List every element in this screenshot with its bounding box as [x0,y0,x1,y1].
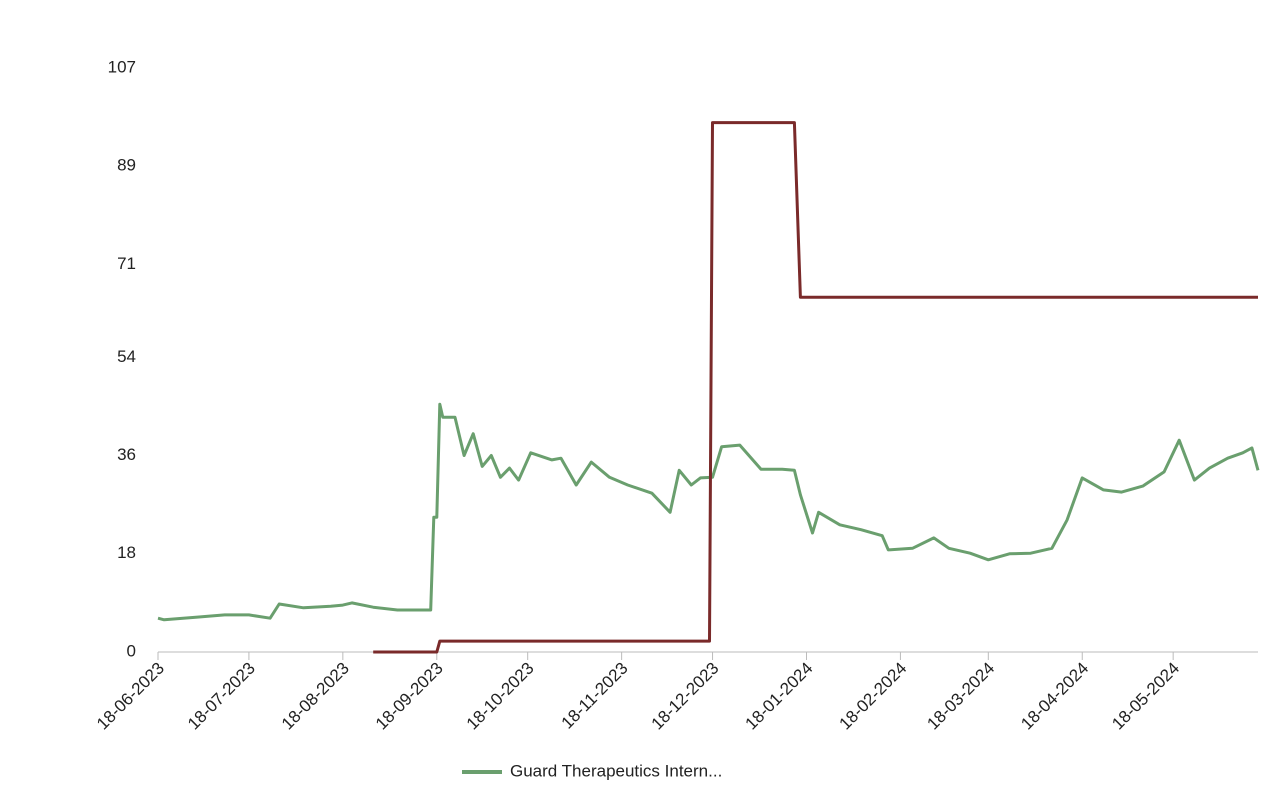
x-tick-label: 18-01-2024 [742,659,817,734]
series-line [157,402,1260,622]
y-tick-label: 89 [117,156,136,175]
x-tick-label: 18-05-2024 [1108,659,1183,734]
x-tick-label: 18-08-2023 [278,659,353,734]
y-tick-label: 36 [117,445,136,464]
x-tick-label: 18-10-2023 [463,659,538,734]
y-tick-label: 71 [117,254,136,273]
y-tick-label: 0 [127,641,136,660]
x-tick-label: 18-06-2023 [93,659,168,734]
series-line [373,121,1258,654]
legend-label: Guard Therapeutics Intern... [510,761,722,780]
x-tick-label: 18-11-2023 [558,659,632,733]
y-tick-label: 18 [117,543,136,562]
x-tick-label: 18-09-2023 [372,659,447,734]
y-tick-label: 54 [117,347,136,366]
x-tick-label: 18-02-2024 [835,659,910,734]
x-tick-label: 18-07-2023 [184,659,259,734]
x-tick-label: 18-04-2024 [1017,659,1092,734]
y-tick-label: 107 [108,57,136,76]
x-tick-label: 18-03-2024 [923,659,998,734]
x-tick-label: 18-12-2023 [648,659,723,734]
